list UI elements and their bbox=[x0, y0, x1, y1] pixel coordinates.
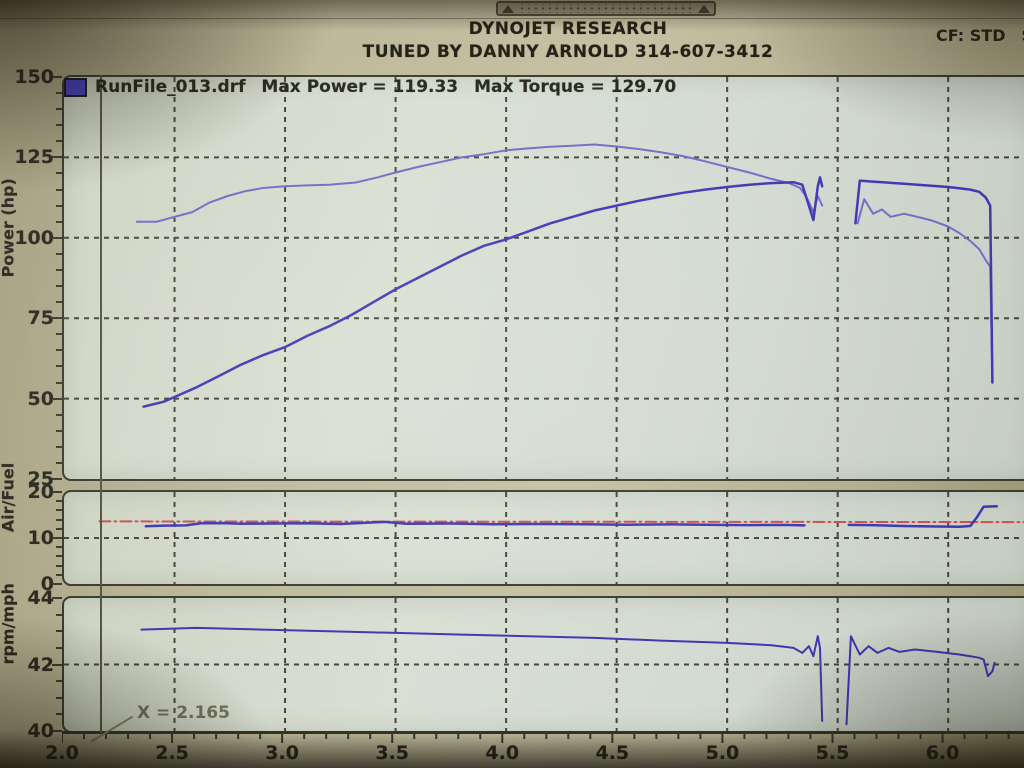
y-minor-tick bbox=[56, 613, 62, 616]
y-minor-tick bbox=[56, 301, 62, 304]
y-minor-tick bbox=[56, 518, 62, 521]
power-torque-panel bbox=[62, 75, 1024, 481]
y-minor-tick bbox=[56, 365, 62, 368]
y-major-tick bbox=[52, 397, 62, 400]
run-legend: RunFile_013.drf Max Power = 119.33 Max T… bbox=[64, 77, 686, 97]
scroll-right-arrow-icon[interactable] bbox=[698, 4, 710, 13]
y-minor-tick bbox=[56, 252, 62, 255]
max-power-label: Max Power = 119.33 bbox=[261, 77, 459, 97]
y-axis-unit-label: rpm/mph bbox=[0, 582, 18, 664]
y-minor-tick bbox=[56, 527, 62, 530]
horizontal-scrollbar[interactable] bbox=[496, 1, 716, 16]
y-minor-tick bbox=[56, 500, 62, 503]
y-minor-tick bbox=[56, 268, 62, 271]
y-major-tick bbox=[52, 491, 62, 493]
y-major-tick bbox=[52, 76, 62, 78]
power-plot bbox=[64, 77, 1024, 479]
y-tick-label: 150 bbox=[14, 66, 54, 88]
y-minor-tick bbox=[56, 140, 62, 143]
y-minor-tick bbox=[56, 546, 62, 549]
page-subtitle: TUNED BY DANNY ARNOLD 314-607-3412 bbox=[362, 42, 774, 62]
afr-target-curve bbox=[98, 520, 1024, 524]
speed-curve bbox=[845, 635, 996, 726]
y-minor-tick bbox=[56, 573, 62, 576]
y-axis-unit-label: Air/Fuel bbox=[0, 462, 18, 533]
air-fuel-panel bbox=[62, 490, 1024, 586]
y-minor-tick bbox=[56, 696, 62, 699]
y-major-tick bbox=[52, 663, 62, 666]
page-title: DYNOJET RESEARCH bbox=[468, 19, 668, 39]
y-major-tick bbox=[52, 597, 62, 599]
y-minor-tick bbox=[56, 509, 62, 512]
scrollbar-track[interactable] bbox=[518, 4, 694, 13]
y-minor-tick bbox=[56, 92, 62, 95]
y-major-tick bbox=[52, 583, 62, 585]
y-minor-tick bbox=[56, 429, 62, 432]
y-minor-tick bbox=[56, 188, 62, 191]
y-axis-unit-label: Power (hp) bbox=[0, 178, 18, 278]
y-tick-label: 40 bbox=[27, 720, 54, 742]
y-minor-tick bbox=[56, 713, 62, 716]
power-curve bbox=[142, 176, 824, 408]
speed-curve bbox=[140, 626, 824, 722]
afr-curve bbox=[847, 505, 999, 528]
y-minor-tick bbox=[56, 108, 62, 111]
y-minor-tick bbox=[56, 172, 62, 175]
torque-curve bbox=[135, 143, 824, 223]
power-hp--svg bbox=[64, 77, 1024, 479]
run-color-swatch[interactable] bbox=[64, 77, 87, 97]
y-minor-tick bbox=[56, 220, 62, 223]
y-minor-tick bbox=[56, 349, 62, 352]
run-file-label: RunFile_013.drf bbox=[95, 77, 246, 97]
y-tick-label: 125 bbox=[14, 146, 54, 169]
y-minor-tick bbox=[56, 680, 62, 683]
y-minor-tick bbox=[56, 333, 62, 336]
air-fuel-svg bbox=[64, 492, 1024, 584]
max-torque-label: Max Torque = 129.70 bbox=[474, 77, 677, 97]
cursor-line[interactable] bbox=[100, 75, 103, 733]
torque-curve bbox=[856, 198, 994, 378]
y-major-tick bbox=[52, 156, 62, 159]
y-minor-tick bbox=[56, 555, 62, 558]
afr-curve bbox=[144, 520, 806, 528]
power-curve bbox=[854, 179, 994, 384]
y-minor-tick bbox=[56, 413, 62, 416]
y-minor-tick bbox=[56, 630, 62, 633]
y-minor-tick bbox=[56, 564, 62, 567]
y-tick-label: 75 bbox=[27, 307, 54, 330]
x-axis-band-svg bbox=[61, 731, 1024, 743]
y-minor-tick bbox=[56, 204, 62, 207]
y-minor-tick bbox=[56, 381, 62, 384]
y-major-tick bbox=[52, 478, 62, 480]
y-major-tick bbox=[52, 236, 62, 239]
y-minor-tick bbox=[56, 124, 62, 127]
scroll-left-arrow-icon[interactable] bbox=[502, 4, 514, 13]
afr-plot bbox=[64, 492, 1024, 584]
x-axis-band bbox=[61, 730, 1024, 749]
y-minor-tick bbox=[56, 445, 62, 448]
y-major-tick bbox=[52, 317, 62, 320]
y-minor-tick bbox=[56, 646, 62, 649]
cursor-x-annotation: X = 2.165 bbox=[137, 703, 230, 723]
correction-factor-label: CF: STDS bbox=[936, 26, 1024, 45]
y-minor-tick bbox=[56, 461, 62, 464]
y-minor-tick bbox=[56, 285, 62, 288]
y-major-tick bbox=[52, 730, 62, 732]
y-tick-label: 50 bbox=[27, 387, 54, 410]
y-major-tick bbox=[52, 537, 62, 539]
